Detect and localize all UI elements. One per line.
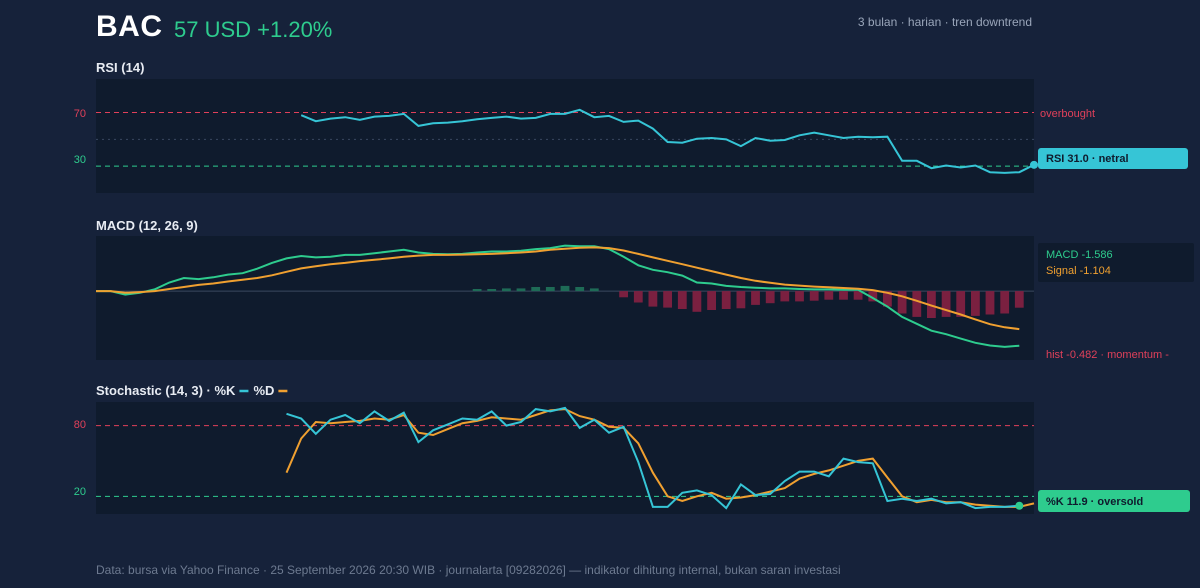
macd-hist-bar [971, 291, 980, 316]
macd-hist-bar [897, 291, 907, 314]
macd-hist-bar [736, 291, 746, 309]
macd-hist-bar [1000, 291, 1010, 314]
macd-hist-bar [809, 291, 819, 301]
stoch-title: Stochastic (14, 3) · %K [96, 383, 236, 398]
stoch-title-k: Stochastic (14, 3) · %K [96, 383, 236, 398]
signal-series-line [96, 246, 1020, 331]
macd-hist-bar [472, 289, 482, 292]
macd-hist-bar [589, 288, 599, 292]
macd-hist-bar [941, 291, 951, 317]
macd-hist-bar [780, 291, 790, 302]
macd-hist-bar [956, 291, 966, 317]
stoch-badge [1038, 490, 1190, 512]
macd-hist-bar [516, 288, 526, 292]
macd-hist-bar [648, 291, 658, 307]
macd-legend-box [1038, 243, 1194, 282]
rsi-last-point [1030, 160, 1038, 169]
macd-legend-signal: Signal -1.104 [1046, 265, 1111, 277]
macd-hist-bar [765, 291, 775, 304]
rsi-tick-oversold: 30 [74, 154, 86, 166]
footer-note: Data: bursa via Yahoo Finance · 25 Septe… [96, 563, 841, 577]
macd-hist-bar [663, 291, 672, 308]
stoch-badge-label: %K 11.9 · oversold [1046, 496, 1143, 508]
rsi-panel: RSI (14) 70 30 overbought RSI 31.0 · net… [74, 60, 1188, 193]
macd-hist-bar [868, 291, 878, 302]
macd-hist-bar [824, 291, 834, 300]
macd-hist-bar [575, 287, 585, 292]
macd-hist-bar [619, 291, 628, 298]
macd-hist-bar [531, 287, 541, 292]
macd-histogram [472, 285, 1024, 318]
rsi-tick-overbought: 70 [74, 108, 86, 120]
macd-series-line [96, 244, 1020, 348]
macd-hist-bar [707, 291, 716, 310]
macd-title: MACD (12, 26, 9) [96, 218, 198, 233]
macd-legend-macd: MACD -1.586 [1046, 249, 1113, 261]
rsi-title: RSI (14) [96, 60, 144, 75]
macd-hist-bar [502, 288, 511, 292]
rsi-series-line [300, 108, 1035, 174]
stoch-tick-overbought: 80 [74, 419, 86, 431]
stoch-title-d: %D [253, 383, 274, 398]
rsi-badge [1038, 148, 1188, 169]
macd-hist-bar [487, 289, 497, 292]
macd-hist-bar [560, 285, 570, 292]
overbought-label: overbought [1040, 108, 1095, 120]
rsi-plot-area [96, 79, 1034, 193]
stoch-k-series-line [286, 406, 1020, 510]
macd-hist-bar [883, 291, 892, 307]
range-info: 3 bulan · harian · tren downtrend [857, 15, 1032, 29]
macd-hist-bar [633, 291, 643, 303]
stoch-tick-oversold: 20 [74, 486, 86, 498]
macd-hist-bar [912, 291, 922, 317]
macd-hist-bar [795, 291, 804, 302]
macd-hist-bar [985, 291, 995, 315]
macd-hist-bar [721, 291, 731, 309]
stochastic-panel: Stochastic (14, 3) · %K %D 80 20 %K 11.9… [74, 383, 1190, 514]
macd-hist-label: hist -0.482 · momentum - [1046, 349, 1169, 361]
stoch-last-point [1015, 501, 1024, 510]
macd-hist-bar [1014, 291, 1024, 308]
macd-hist-bar [677, 291, 687, 309]
stoch-plot-area [96, 402, 1034, 514]
macd-hist-bar [751, 291, 760, 305]
macd-hist-bar [692, 291, 702, 312]
macd-hist-bar [839, 291, 848, 300]
ticker-title: BAC [96, 10, 163, 43]
macd-hist-bar [545, 287, 555, 292]
macd-panel: MACD (12, 26, 9) MACD -1.586 Signal -1.1… [96, 218, 1194, 361]
macd-hist-bar [853, 291, 863, 300]
rsi-badge-label: RSI 31.0 · netral [1046, 153, 1129, 165]
price-change: 57 USD +1.20% [174, 17, 333, 42]
macd-plot-area [96, 236, 1034, 360]
